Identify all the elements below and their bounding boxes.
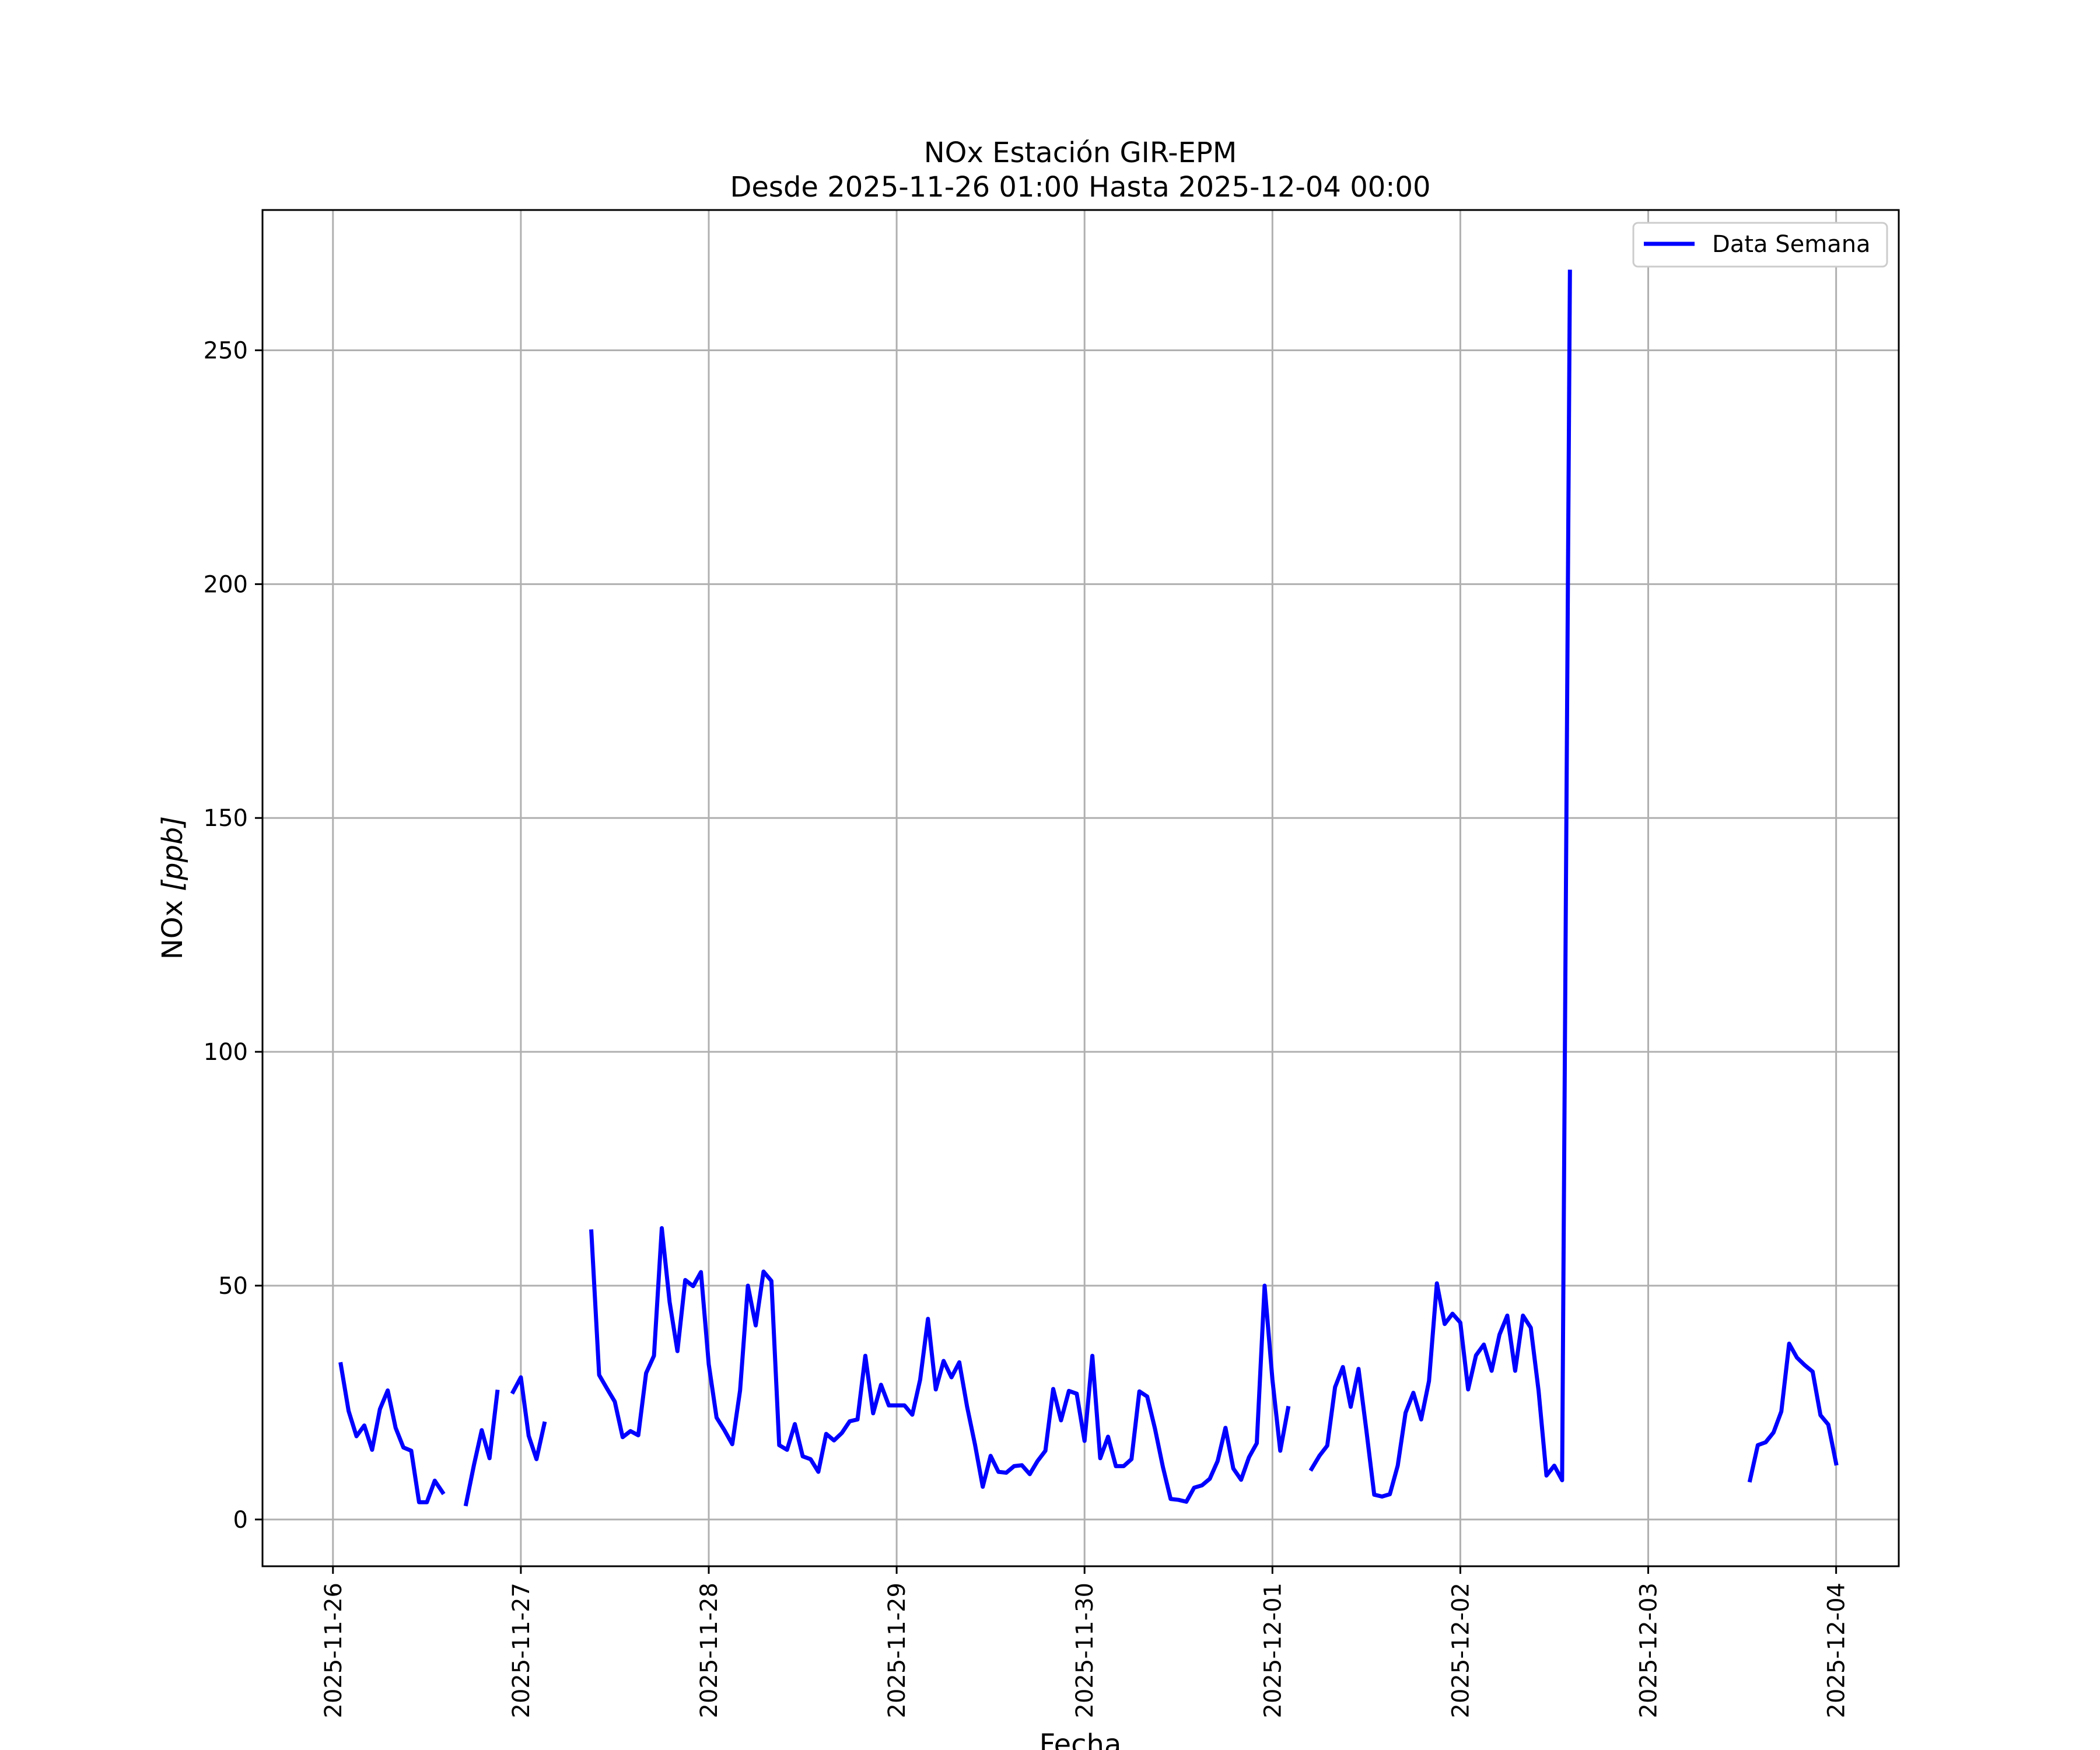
y-tick-label: 250	[204, 338, 248, 365]
series-line-segment	[338, 1362, 446, 1504]
series-line-segment	[463, 1390, 500, 1507]
x-tick-label: 2025-12-04	[1824, 1583, 1850, 1718]
x-tick-label: 2025-11-27	[508, 1583, 535, 1718]
series-line-segment	[510, 1375, 547, 1461]
y-axis-label: NOx [ppb]	[156, 816, 189, 960]
x-tick-label: 2025-12-02	[1447, 1583, 1474, 1718]
x-tick-label: 2025-11-26	[320, 1583, 347, 1718]
y-axis-label-main: NOx	[156, 891, 189, 960]
y-axis-ticks: 0 50 100 150 200 250	[204, 338, 262, 1534]
x-axis-label: Fecha	[1040, 1728, 1122, 1750]
y-tick-label: 200	[204, 571, 248, 598]
x-tick-label: 2025-12-01	[1259, 1583, 1286, 1718]
legend-label-data-semana: Data Semana	[1712, 231, 1871, 258]
x-axis-ticks: 2025-11-26 2025-11-27 2025-11-28 2025-11-29…	[320, 1566, 1850, 1718]
y-tick-label: 0	[233, 1507, 248, 1534]
chart-subtitle: Desde 2025-11-26 01:00 Hasta 2025-12-04 …	[730, 171, 1430, 204]
series-line-segment	[589, 1226, 1291, 1504]
grid-lines	[262, 210, 1899, 1566]
series-line-segment	[1747, 1341, 1839, 1483]
legend-box	[1632, 222, 1888, 268]
y-axis-label-unit: [ppb]	[156, 816, 189, 891]
y-tick-label: 50	[218, 1273, 248, 1300]
plot-area-frame	[261, 209, 1900, 1567]
x-tick-label: 2025-11-29	[884, 1583, 911, 1718]
series-line-segment	[1308, 270, 1572, 1499]
x-tick-label: 2025-11-30	[1072, 1583, 1098, 1718]
x-tick-label: 2025-11-28	[696, 1583, 723, 1718]
y-tick-label: 150	[204, 805, 248, 832]
y-tick-label: 100	[204, 1039, 248, 1066]
series-lines	[338, 270, 1839, 1507]
chart-title: NOx Estación GIR-EPM	[924, 136, 1237, 169]
legend: Data Semana	[1632, 222, 1888, 268]
x-tick-label: 2025-12-03	[1636, 1583, 1662, 1718]
